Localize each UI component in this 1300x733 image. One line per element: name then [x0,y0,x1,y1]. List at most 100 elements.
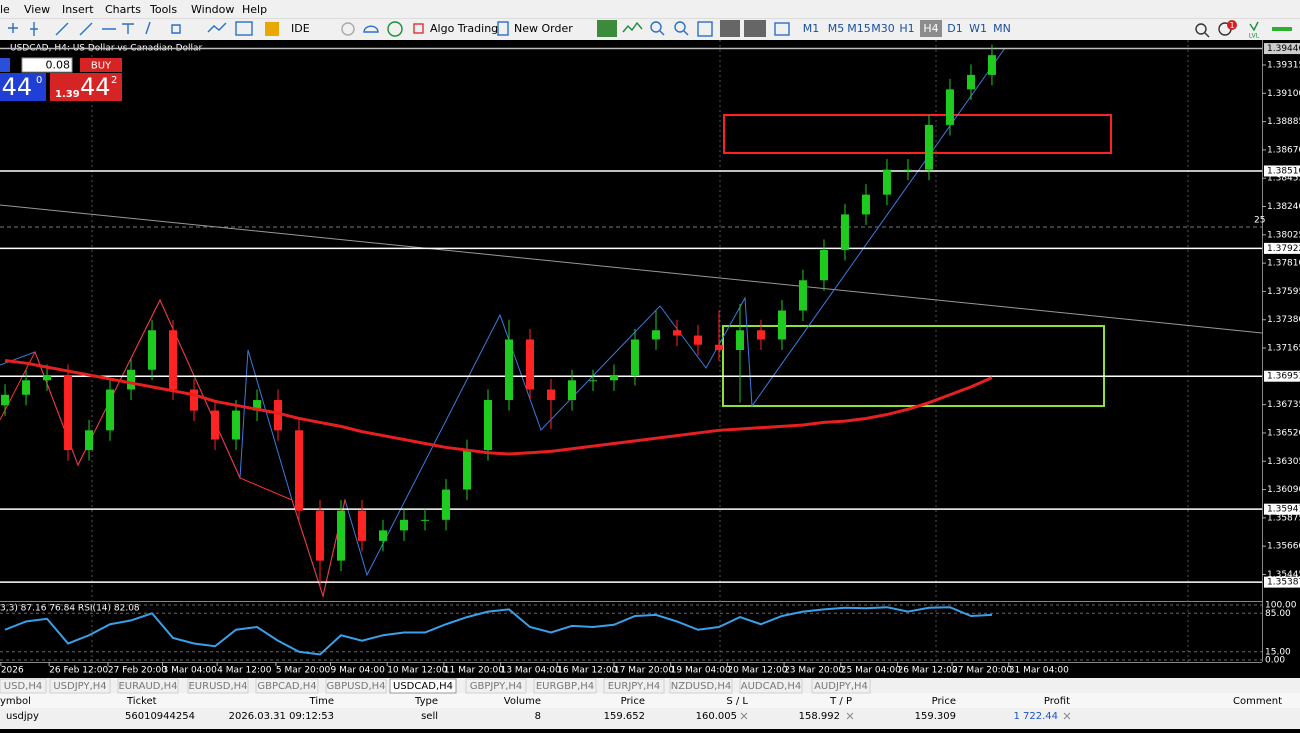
timeframe-button[interactable]: M1 [803,22,820,35]
menu-item[interactable]: Charts [105,3,141,16]
menu-item[interactable]: Insert [62,3,94,16]
toolbar-icons[interactable] [8,20,1292,38]
y-tick-label: 1.36735 [1267,400,1300,410]
tab-label[interactable]: AUDCAD,H4 [741,681,801,692]
search-icon[interactable] [1204,32,1210,38]
line-chart-icon[interactable] [622,21,643,33]
timeframe-button[interactable]: H4 [923,22,938,35]
lot-value[interactable]: 0.08 [46,59,71,72]
template-icon[interactable] [235,21,253,36]
tab[interactable] [389,678,457,694]
sell-button[interactable] [0,58,10,72]
level-label-bg [1264,165,1300,177]
menu-item[interactable]: Window [191,3,234,16]
tab-label[interactable]: AUDJPY,H4 [814,681,868,692]
shift-icon[interactable] [744,20,766,37]
tab-label[interactable]: GBPJPY,H4 [470,681,523,692]
zoom-out-icon[interactable] [683,30,689,36]
sell-price[interactable]: .44 [0,73,32,101]
tab[interactable] [49,678,111,694]
market-icon[interactable] [265,22,279,36]
tab-label[interactable]: GBPUSD,H4 [326,681,385,692]
ide-button[interactable]: IDE [291,22,310,35]
timeframe-button[interactable]: MN [993,22,1011,35]
buy-price-box[interactable] [50,73,122,101]
tile-icon[interactable] [697,21,713,37]
indicator-icon[interactable] [207,22,227,33]
tab-label[interactable]: USDJPY,H4 [53,681,106,692]
buy-label[interactable]: BUY [91,61,112,72]
moving-average [4,359,993,456]
x-tick-label: 19 Mar 04:00 [671,666,731,676]
menu-item[interactable]: Help [242,3,267,16]
cloud-icon[interactable] [363,25,379,33]
tab-label[interactable]: GBPCAD,H4 [257,681,316,692]
order-icon[interactable] [497,21,509,36]
timeframe-button[interactable]: M15 [847,22,871,35]
tab[interactable] [465,678,527,694]
draw-icons[interactable] [55,21,181,36]
timeframe-button[interactable]: W1 [969,22,987,35]
timeframe-button[interactable]: H1 [899,22,914,35]
chart-type-icon[interactable] [597,20,617,37]
tab[interactable] [669,678,733,694]
screenshot-icon[interactable] [774,22,790,36]
tab[interactable] [325,678,387,694]
candle-body [924,124,933,170]
candle-body [966,74,975,90]
zoom-in-icon[interactable] [659,30,665,36]
close-icon[interactable] [1063,712,1071,720]
x-tick-label: 9 Mar 04:00 [331,666,386,676]
tab-label[interactable]: EURJPY,H4 [608,681,661,692]
x-tick-label: 27 Feb 20:00 [108,666,167,676]
table-header: S / L [726,696,748,707]
tab-label[interactable]: USD,H4 [4,681,42,692]
crosshair-icon[interactable] [8,23,18,33]
table-cell: usdjpy [6,711,39,722]
tab[interactable] [117,678,179,694]
candle-body [777,310,786,340]
timeframe-button[interactable]: M5 [828,22,845,35]
menu-item[interactable]: Tools [149,3,177,16]
tab[interactable] [187,678,249,694]
tab-label[interactable]: EURAUD,H4 [118,681,177,692]
tab[interactable] [739,678,803,694]
rsi-header: 3,3) 87.16 76.84 RSI(14) 82.08 [0,604,140,614]
menu-item[interactable]: le [0,3,10,16]
line-icon[interactable] [30,22,38,36]
chart-bg [0,40,1300,678]
tab[interactable] [533,678,597,694]
tab[interactable] [255,678,319,694]
tab[interactable] [0,678,47,694]
tab[interactable] [811,678,871,694]
vps-icon[interactable] [387,21,403,37]
tab-label[interactable]: EURGBP,H4 [536,681,594,692]
lot-input[interactable] [21,57,73,73]
buy-button[interactable] [80,58,122,72]
tab-label[interactable]: EURUSD,H4 [188,681,247,692]
candle-body [735,330,744,351]
close-icon[interactable] [846,712,854,720]
lvl-icon[interactable] [1249,21,1259,32]
sell-price-box[interactable] [0,73,46,101]
timeframe-button[interactable]: D1 [947,22,962,35]
active-timeframe-bg [920,20,942,37]
buy-price-sup[interactable]: 2 [111,75,117,86]
signal-icon[interactable] [341,22,355,36]
scroll-icon[interactable] [720,20,740,37]
buy-price[interactable]: 44 [80,73,111,101]
buy-price-small[interactable]: 1.39 [55,89,80,100]
tab-label[interactable]: USDCAD,H4 [393,681,453,692]
x-tick-label: 16 Mar 12:00 [557,666,617,676]
algo-icon[interactable] [413,23,424,34]
menu-item[interactable]: View [24,3,50,16]
sell-price-sup[interactable]: 0 [36,75,42,86]
candle-body [484,400,493,451]
timeframe-button[interactable]: M30 [871,22,895,35]
tab[interactable] [603,678,665,694]
close-icon[interactable] [740,712,748,720]
algo-trading-button[interactable]: Algo Trading [430,22,498,35]
tab-label[interactable]: NZDUSD,H4 [671,681,731,692]
new-order-button[interactable]: New Order [514,22,573,35]
